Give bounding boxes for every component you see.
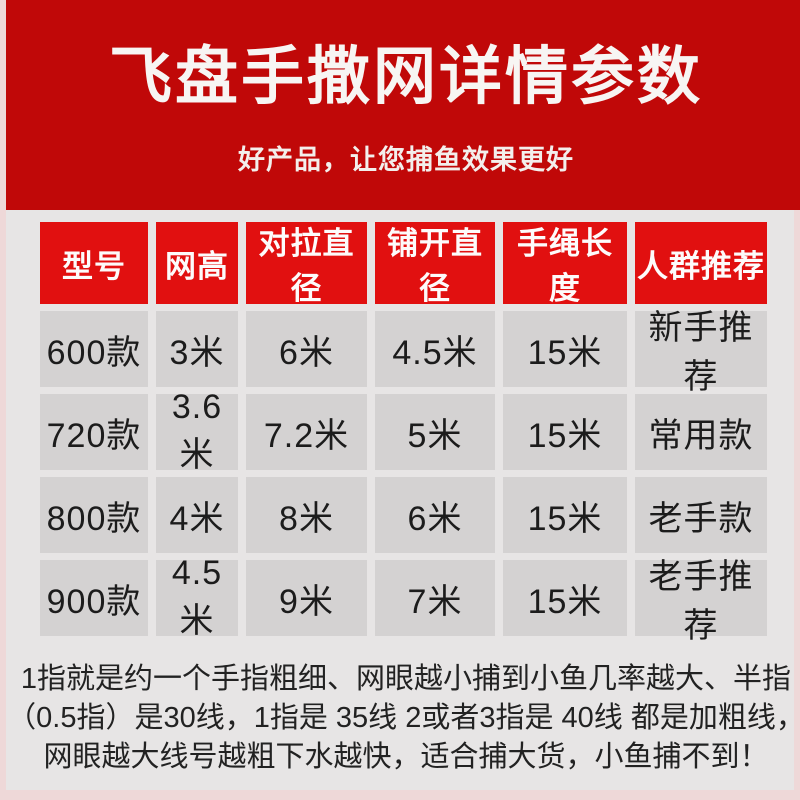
table-cell: 6米: [375, 477, 495, 553]
column-header-recommendation: 人群推荐: [635, 222, 767, 304]
column-header-net-height: 网高: [156, 222, 238, 304]
column-header-pull-diameter: 对拉直径: [246, 222, 367, 306]
table-cell: 720款: [40, 394, 148, 470]
mesh-size-note-line: 1指就是约一个手指粗细、网眼越小捕到小鱼几率越大、半指: [20, 663, 792, 695]
table-cell: 800款: [40, 477, 148, 553]
table-cell: 8米: [246, 477, 367, 553]
table-cell: 4.5米: [375, 311, 495, 387]
table-cell: 9米: [246, 560, 367, 636]
column-header-spread-diameter: 铺开直径: [375, 222, 495, 306]
table-cell: 15米: [503, 394, 627, 470]
page-title: 飞盘手撒网详情参数: [109, 42, 703, 112]
table-cell: 老手推荐: [635, 558, 767, 645]
table-cell: 6米: [246, 311, 367, 387]
table-cell: 4.5米: [156, 554, 238, 640]
spec-table: 型号 网高 对拉直径 铺开直径 手绳长度 人群推荐 600款 3米 6米 4.5…: [40, 222, 767, 645]
header-banner: 飞盘手撒网详情参数 好产品，让您捕鱼效果更好: [6, 0, 800, 210]
page-subtitle: 好产品，让您捕鱼效果更好: [238, 145, 574, 175]
column-header-model: 型号: [40, 222, 148, 304]
table-cell: 15米: [503, 311, 627, 387]
mesh-size-note: 1指就是约一个手指粗细、网眼越小捕到小鱼几率越大、半指 （0.5指）是30线，1…: [6, 660, 800, 777]
table-cell: 新手推荐: [635, 309, 767, 396]
table-cell: 7.2米: [246, 394, 367, 470]
table-cell: 常用款: [635, 394, 767, 470]
table-cell: 900款: [40, 560, 148, 636]
table-cell: 4米: [156, 477, 238, 553]
table-cell: 5米: [375, 394, 495, 470]
column-header-rope-length: 手绳长度: [503, 222, 627, 306]
mesh-size-note-line: （0.5指）是30线，1指是 35线 2或者3指是 40线 都是加粗线，: [7, 702, 800, 734]
page-background: 飞盘手撒网详情参数 好产品，让您捕鱼效果更好 型号 网高 对拉直径 铺开直径 手…: [6, 0, 800, 790]
table-cell: 3米: [156, 311, 238, 387]
table-cell: 老手款: [635, 477, 767, 553]
mesh-size-note-line: 网眼越大线号越粗下水越快，适合捕大货，小鱼捕不到！: [43, 741, 769, 773]
table-cell: 600款: [40, 311, 148, 387]
table-cell: 15米: [503, 477, 627, 553]
table-cell: 15米: [503, 560, 627, 636]
table-cell: 7米: [375, 560, 495, 636]
table-cell: 3.6米: [156, 388, 238, 474]
